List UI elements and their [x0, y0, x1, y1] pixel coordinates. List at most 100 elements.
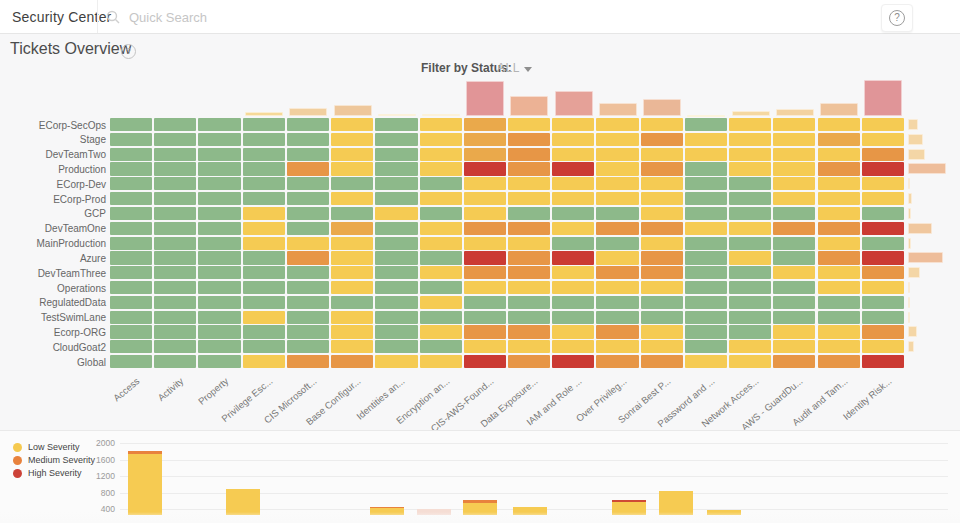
heatmap-cell[interactable] — [287, 118, 329, 131]
severity-bar[interactable] — [128, 451, 162, 454]
heatmap-cell[interactable] — [641, 266, 683, 279]
heatmap-cell[interactable] — [552, 162, 594, 175]
heatmap-cell[interactable] — [464, 251, 506, 264]
heatmap-cell[interactable] — [773, 281, 815, 294]
heatmap-cell[interactable] — [641, 148, 683, 161]
heatmap-cell[interactable] — [729, 148, 771, 161]
heatmap-cell[interactable] — [154, 340, 196, 353]
heatmap-cell[interactable] — [243, 355, 285, 368]
heatmap-cell[interactable] — [375, 296, 417, 309]
heatmap-cell[interactable] — [685, 311, 727, 324]
heatmap-cell[interactable] — [375, 325, 417, 338]
column-total-bar[interactable] — [643, 99, 681, 116]
heatmap-cell[interactable] — [375, 118, 417, 131]
heatmap-cell[interactable] — [685, 177, 727, 190]
status-filter-dropdown[interactable]: ALL — [497, 61, 520, 75]
heatmap-cell[interactable] — [729, 237, 771, 250]
heatmap-cell[interactable] — [243, 325, 285, 338]
column-total-bar[interactable] — [555, 91, 593, 116]
heatmap-cell[interactable] — [862, 133, 904, 146]
heatmap-cell[interactable] — [110, 296, 152, 309]
heatmap-cell[interactable] — [331, 281, 373, 294]
heatmap-cell[interactable] — [685, 296, 727, 309]
heatmap-cell[interactable] — [243, 340, 285, 353]
heatmap-cell[interactable] — [862, 325, 904, 338]
heatmap-cell[interactable] — [154, 207, 196, 220]
heatmap-cell[interactable] — [110, 311, 152, 324]
heatmap-cell[interactable] — [331, 340, 373, 353]
heatmap-cell[interactable] — [685, 251, 727, 264]
row-total-bar[interactable] — [908, 267, 920, 278]
heatmap-cell[interactable] — [818, 177, 860, 190]
heatmap-cell[interactable] — [375, 355, 417, 368]
heatmap-cell[interactable] — [685, 162, 727, 175]
heatmap-cell[interactable] — [596, 325, 638, 338]
heatmap-cell[interactable] — [464, 311, 506, 324]
heatmap-cell[interactable] — [818, 340, 860, 353]
heatmap-cell[interactable] — [818, 325, 860, 338]
heatmap-cell[interactable] — [773, 177, 815, 190]
heatmap-cell[interactable] — [287, 325, 329, 338]
column-total-bar[interactable] — [510, 96, 548, 116]
heatmap-cell[interactable] — [420, 266, 462, 279]
heatmap-cell[interactable] — [154, 118, 196, 131]
heatmap-cell[interactable] — [552, 266, 594, 279]
heatmap-cell[interactable] — [596, 207, 638, 220]
heatmap-cell[interactable] — [198, 237, 240, 250]
heatmap-cell[interactable] — [110, 162, 152, 175]
heatmap-cell[interactable] — [110, 177, 152, 190]
heatmap-cell[interactable] — [331, 133, 373, 146]
row-total-bar[interactable] — [908, 149, 925, 160]
heatmap-cell[interactable] — [773, 340, 815, 353]
heatmap-cell[interactable] — [818, 148, 860, 161]
heatmap-cell[interactable] — [198, 207, 240, 220]
heatmap-cell[interactable] — [198, 251, 240, 264]
heatmap-cell[interactable] — [198, 222, 240, 235]
heatmap-cell[interactable] — [331, 222, 373, 235]
heatmap-cell[interactable] — [420, 207, 462, 220]
heatmap-cell[interactable] — [818, 207, 860, 220]
heatmap-cell[interactable] — [287, 133, 329, 146]
heatmap-cell[interactable] — [110, 266, 152, 279]
heatmap-cell[interactable] — [420, 355, 462, 368]
heatmap-cell[interactable] — [508, 281, 550, 294]
heatmap-cell[interactable] — [685, 266, 727, 279]
heatmap-cell[interactable] — [596, 266, 638, 279]
column-total-bar[interactable] — [599, 103, 637, 116]
heatmap-cell[interactable] — [198, 266, 240, 279]
heatmap-cell[interactable] — [641, 177, 683, 190]
heatmap-cell[interactable] — [641, 222, 683, 235]
heatmap-cell[interactable] — [243, 118, 285, 131]
heatmap-cell[interactable] — [552, 340, 594, 353]
heatmap-cell[interactable] — [729, 281, 771, 294]
column-total-bar[interactable] — [334, 105, 372, 116]
severity-bar[interactable] — [612, 500, 646, 502]
heatmap-cell[interactable] — [596, 162, 638, 175]
heatmap-cell[interactable] — [508, 340, 550, 353]
heatmap-cell[interactable] — [862, 148, 904, 161]
heatmap-cell[interactable] — [154, 192, 196, 205]
heatmap-cell[interactable] — [685, 340, 727, 353]
heatmap-cell[interactable] — [552, 192, 594, 205]
heatmap-cell[interactable] — [508, 133, 550, 146]
column-total-bar[interactable] — [289, 108, 327, 116]
heatmap-cell[interactable] — [420, 281, 462, 294]
heatmap-cell[interactable] — [154, 266, 196, 279]
heatmap-cell[interactable] — [331, 325, 373, 338]
heatmap-cell[interactable] — [773, 207, 815, 220]
heatmap-cell[interactable] — [331, 296, 373, 309]
heatmap-cell[interactable] — [552, 133, 594, 146]
severity-bar[interactable] — [128, 454, 162, 515]
heatmap-cell[interactable] — [198, 162, 240, 175]
heatmap-cell[interactable] — [508, 355, 550, 368]
heatmap-cell[interactable] — [729, 133, 771, 146]
heatmap-cell[interactable] — [110, 118, 152, 131]
heatmap-cell[interactable] — [508, 148, 550, 161]
heatmap-cell[interactable] — [729, 207, 771, 220]
heatmap-cell[interactable] — [596, 281, 638, 294]
heatmap-cell[interactable] — [287, 340, 329, 353]
heatmap-cell[interactable] — [375, 266, 417, 279]
heatmap-cell[interactable] — [773, 133, 815, 146]
heatmap-cell[interactable] — [243, 133, 285, 146]
heatmap-cell[interactable] — [818, 311, 860, 324]
